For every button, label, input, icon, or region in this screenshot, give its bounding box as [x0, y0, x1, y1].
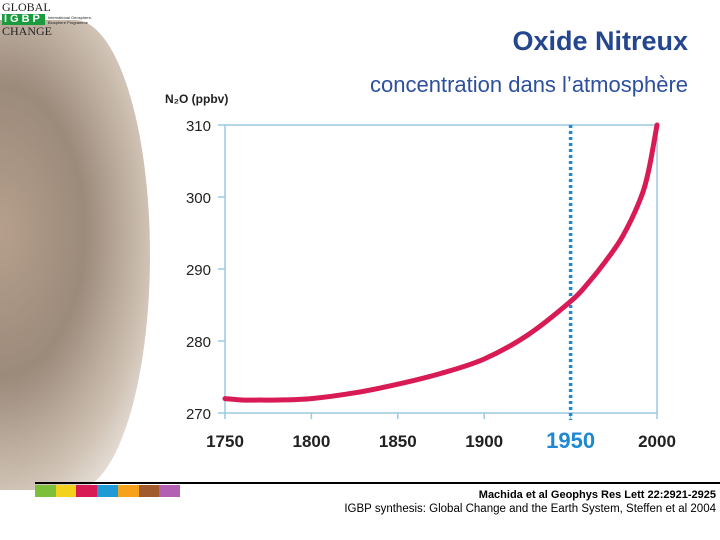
reference-2: IGBP synthesis: Global Change and the Ea… [344, 503, 716, 515]
y-tick-label: 310 [186, 118, 211, 135]
strip-swatch [97, 485, 118, 497]
y-tick-label: 300 [186, 190, 211, 207]
plot-frame [224, 124, 658, 414]
footer-divider [35, 482, 720, 484]
x-tick-label: 1750 [206, 432, 244, 451]
strip-swatch [76, 485, 98, 497]
page-title: Oxide Nitreux [512, 26, 688, 56]
strip-swatch [159, 485, 181, 497]
igbp-logo: GLOBAL IGBP International Geosphere-Biosp… [2, 0, 108, 38]
y-axis-label: N₂O (ppbv) [165, 92, 228, 106]
reference-1: Machida et al Geophys Res Lett 22:2921-2… [478, 489, 716, 501]
logo-line3: CHANGE [2, 24, 52, 38]
y-tick-label: 290 [186, 262, 211, 279]
x-tick-label: 1900 [465, 432, 503, 451]
crowd-photo [0, 20, 150, 490]
series-line-n2o [222, 122, 660, 403]
y-tick-label: 270 [186, 406, 211, 423]
page-subtitle: concentration dans l’atmosphère [370, 72, 688, 97]
x-tick-label: 1800 [292, 432, 330, 451]
logo-sub: International Geosphere-Biosphere Progra… [47, 14, 93, 25]
strip-swatch [117, 485, 139, 497]
strip-swatch [35, 485, 56, 497]
logo-box: IGBP [2, 13, 45, 25]
x-tick-label: 1950 [546, 428, 595, 453]
logo-line1: GLOBAL [2, 0, 51, 14]
x-tick-label: 2000 [638, 432, 676, 451]
strip-swatch [138, 485, 160, 497]
strip-swatch [55, 485, 77, 497]
y-tick-label: 280 [186, 334, 211, 351]
color-strip [35, 485, 181, 497]
x-tick-label: 1850 [379, 432, 417, 451]
